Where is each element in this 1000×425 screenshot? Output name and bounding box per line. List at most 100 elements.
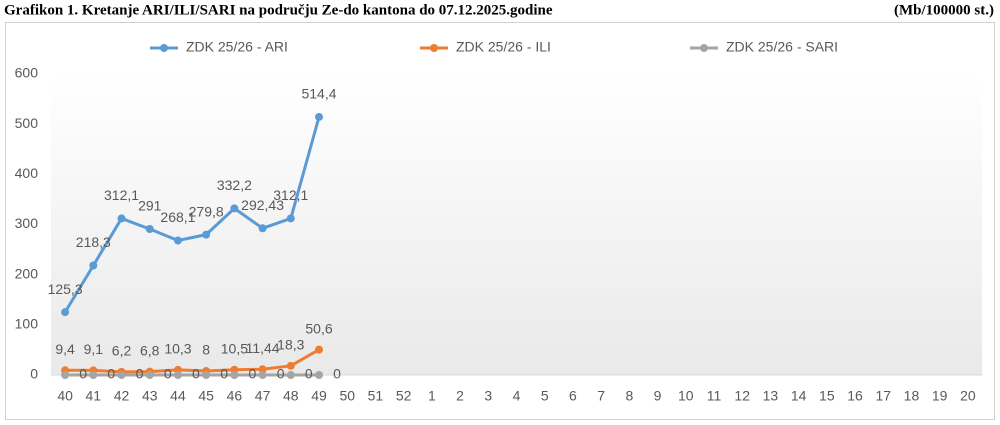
x-tick-label: 11: [707, 388, 722, 404]
x-tick-label: 52: [396, 388, 412, 404]
data-label: 0: [164, 366, 172, 382]
x-tick-label: 49: [311, 388, 327, 404]
x-tick-label: 4: [513, 388, 521, 404]
x-tick-label: 42: [114, 388, 130, 404]
data-label: 125,3: [48, 281, 83, 297]
data-label: 6,2: [112, 343, 132, 359]
data-label: 0: [220, 366, 228, 382]
y-tick-label: 100: [15, 316, 39, 332]
data-label: 0: [107, 366, 115, 382]
data-label: 10,5: [221, 340, 248, 356]
x-tick-label: 3: [484, 388, 492, 404]
data-label: 18,3: [277, 337, 304, 353]
data-label: 312,1: [104, 187, 139, 203]
series-marker: [173, 236, 182, 245]
series-marker: [61, 371, 70, 379]
x-tick-label: 10: [678, 388, 694, 404]
series-line: [65, 348, 320, 374]
series-marker: [89, 371, 98, 379]
x-tick-label: 20: [960, 388, 976, 404]
x-tick-label: 14: [791, 388, 807, 404]
legend-marker: [160, 44, 168, 52]
data-label: 312,1: [273, 187, 308, 203]
data-label: 279,8: [189, 203, 224, 219]
series-marker: [258, 224, 267, 233]
data-label: 50,6: [305, 320, 332, 336]
legend-label: ZDK 25/26 - ARI: [186, 39, 288, 55]
series-marker: [230, 371, 239, 379]
series-marker: [117, 214, 126, 223]
y-tick-label: 500: [15, 115, 39, 131]
x-tick-label: 46: [227, 388, 243, 404]
series-marker: [202, 230, 211, 239]
x-tick-label: 13: [763, 388, 779, 404]
series-marker: [230, 204, 239, 213]
y-tick-label: 0: [30, 366, 38, 382]
series-marker: [315, 345, 324, 354]
x-tick-label: 16: [847, 388, 863, 404]
series-marker: [145, 225, 154, 234]
x-tick-label: 1: [428, 388, 436, 404]
legend-label: ZDK 25/26 - ILI: [456, 39, 551, 55]
data-label: 0: [305, 366, 313, 382]
data-label: 0: [79, 366, 87, 382]
x-tick-label: 9: [654, 388, 662, 404]
x-tick-label: 12: [734, 388, 750, 404]
series-marker: [145, 371, 154, 379]
x-tick-label: 6: [569, 388, 577, 404]
y-tick-label: 300: [15, 215, 39, 231]
legend-marker: [700, 44, 708, 52]
x-tick-label: 15: [819, 388, 835, 404]
data-label: 0: [192, 366, 200, 382]
x-tick-label: 48: [283, 388, 299, 404]
y-tick-label: 400: [15, 165, 39, 181]
data-label: 218,3: [76, 234, 111, 250]
x-tick-label: 40: [57, 388, 73, 404]
data-label: 11,44: [246, 340, 280, 356]
x-tick-label: 50: [339, 388, 355, 404]
series-marker: [258, 371, 267, 379]
data-label: 9,1: [84, 341, 104, 357]
data-label: 514,4: [301, 86, 336, 102]
x-tick-label: 8: [625, 388, 633, 404]
chart-title: Grafikon 1. Kretanje ARI/ILI/SARI na pod…: [4, 2, 553, 18]
data-label: 0: [277, 366, 285, 382]
series-marker: [202, 371, 211, 379]
y-tick-label: 200: [15, 265, 39, 281]
series-marker: [258, 365, 267, 374]
x-tick-label: 19: [932, 388, 948, 404]
series-marker: [286, 214, 295, 223]
series-marker: [286, 361, 295, 370]
data-label: 292,43: [241, 197, 284, 213]
x-tick-label: 45: [198, 388, 214, 404]
x-tick-label: 47: [255, 388, 271, 404]
x-tick-label: 2: [456, 388, 464, 404]
x-tick-label: 18: [904, 388, 920, 404]
series-marker: [315, 112, 324, 121]
series-marker: [173, 371, 182, 379]
x-tick-label: 5: [541, 388, 549, 404]
series-marker: [315, 371, 324, 379]
x-tick-label: 17: [875, 388, 891, 404]
x-tick-label: 7: [597, 388, 605, 404]
data-label: 291: [138, 198, 162, 214]
x-tick-label: 51: [368, 388, 384, 404]
data-label: 6,8: [140, 342, 160, 358]
data-label: 9,4: [55, 341, 75, 357]
x-tick-label: 43: [142, 388, 158, 404]
data-label: 0: [136, 366, 144, 382]
data-label: 268,1: [160, 209, 195, 225]
series-line: [63, 116, 321, 313]
x-tick-label: 44: [170, 388, 186, 404]
x-tick-label: 41: [86, 388, 102, 404]
series-marker: [89, 261, 98, 270]
chart-subtitle: (Mb/100000 st.): [894, 2, 994, 18]
series-marker: [61, 308, 70, 317]
legend-marker: [430, 44, 438, 52]
series-marker: [286, 371, 295, 379]
legend-label: ZDK 25/26 - SARI: [726, 39, 838, 55]
data-label: 0: [248, 366, 256, 382]
data-label: 8: [202, 342, 210, 358]
plot-area: [51, 74, 982, 375]
